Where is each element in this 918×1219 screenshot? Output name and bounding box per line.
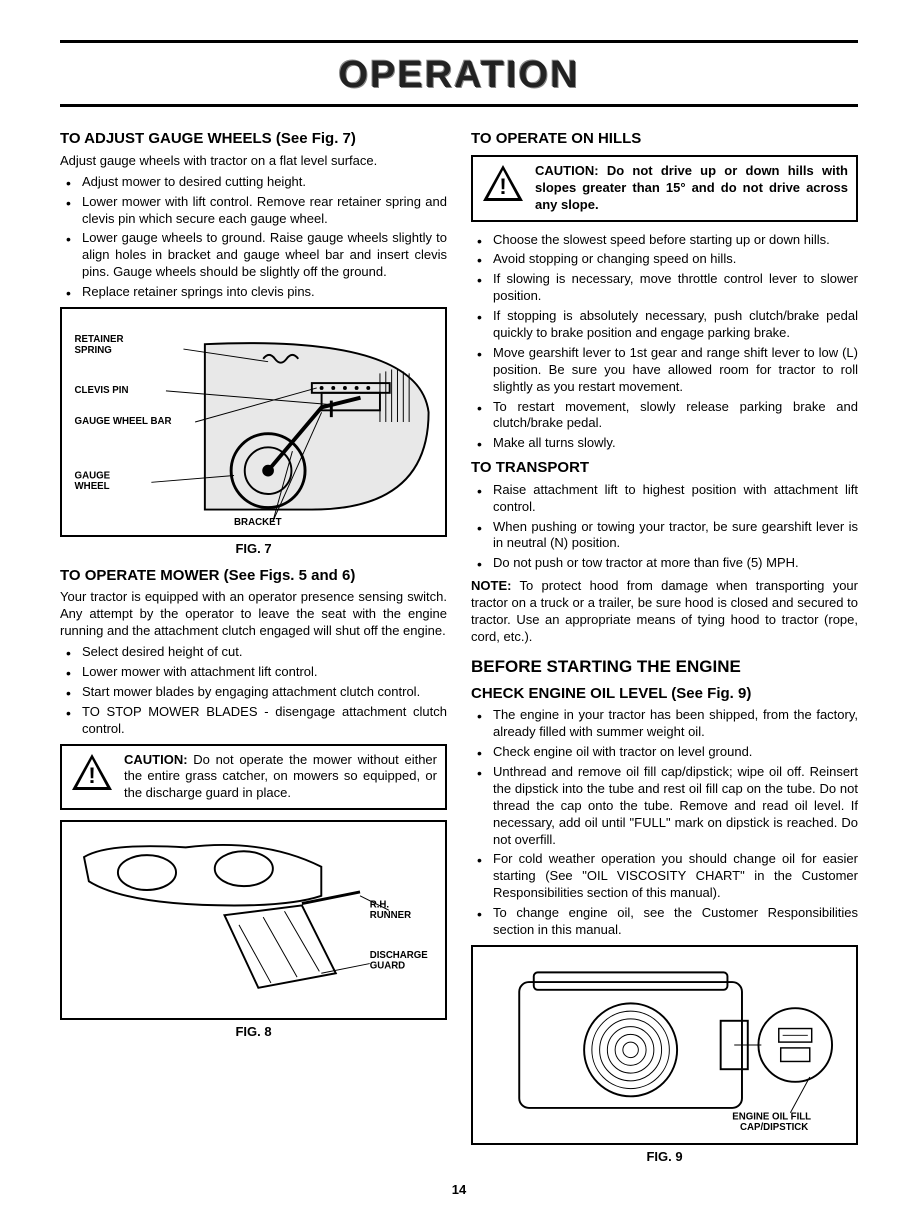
- list-item: Do not push or tow tractor at more than …: [471, 555, 858, 572]
- heading-transport: TO TRANSPORT: [471, 458, 858, 478]
- fig7-label-retainer: RETAINER SPRING: [75, 334, 127, 356]
- fig7-caption: FIG. 7: [60, 541, 447, 558]
- list-item: If slowing is necessary, move throttle c…: [471, 271, 858, 305]
- list-item: Lower gauge wheels to ground. Raise gaug…: [60, 230, 447, 281]
- mower-intro-text: Your tractor is equipped with an operato…: [60, 589, 447, 640]
- list-item: Choose the slowest speed before starting…: [471, 232, 858, 249]
- warning-icon: !: [70, 752, 114, 792]
- figure-8: R.H.RUNNER DISCHARGEGUARD: [60, 820, 447, 1020]
- heading-operate-mower: TO OPERATE MOWER (See Figs. 5 and 6): [60, 566, 447, 586]
- heading-before-engine: BEFORE STARTING THE ENGINE: [471, 656, 858, 678]
- svg-text:!: !: [499, 174, 506, 199]
- list-item: Select desired height of cut.: [60, 644, 447, 661]
- fig8-label-discharge: DISCHARGEGUARD: [370, 950, 429, 972]
- transport-bullets: Raise attachment lift to highest positio…: [471, 482, 858, 572]
- list-item: Lower mower with lift control. Remove re…: [60, 194, 447, 228]
- hills-bullets: Choose the slowest speed before starting…: [471, 232, 858, 453]
- gauge-bullets: Adjust mower to desired cutting height. …: [60, 174, 447, 301]
- fig7-label-bar: GAUGE WHEEL BAR: [75, 416, 172, 427]
- list-item: TO STOP MOWER BLADES - disengage attachm…: [60, 704, 447, 738]
- caution-text: CAUTION: Do not operate the mower withou…: [124, 752, 437, 803]
- svg-text:!: !: [88, 763, 95, 788]
- list-item: Avoid stopping or changing speed on hill…: [471, 251, 858, 268]
- fig7-label-clevis: CLEVIS PIN: [75, 385, 129, 396]
- left-column: TO ADJUST GAUGE WHEELS (See Fig. 7) Adju…: [60, 123, 447, 1173]
- list-item: To restart movement, slowly release park…: [471, 399, 858, 433]
- list-item: If stopping is absolutely necessary, pus…: [471, 308, 858, 342]
- fig9-label-dipstick: ENGINE OIL FILL CAP/DIPSTICK: [732, 1112, 814, 1134]
- list-item: Start mower blades by engaging attachmen…: [60, 684, 447, 701]
- caution-box-hills: ! CAUTION: Do not drive up or down hills…: [471, 155, 858, 222]
- fig8-caption: FIG. 8: [60, 1024, 447, 1041]
- fig7-label-wheel: GAUGEWHEEL: [75, 470, 111, 492]
- list-item: Raise attachment lift to highest positio…: [471, 482, 858, 516]
- content-columns: TO ADJUST GAUGE WHEELS (See Fig. 7) Adju…: [60, 123, 858, 1173]
- page-title: OPERATION: [60, 51, 858, 100]
- heading-hills: TO OPERATE ON HILLS: [471, 129, 858, 149]
- figure-7: RETAINER SPRING CLEVIS PIN GAUGE WHEEL B…: [60, 307, 447, 537]
- mower-bullets: Select desired height of cut. Lower mowe…: [60, 644, 447, 737]
- heading-check-oil: CHECK ENGINE OIL LEVEL (See Fig. 9): [471, 684, 858, 704]
- heading-gauge-wheels: TO ADJUST GAUGE WHEELS (See Fig. 7): [60, 129, 447, 149]
- list-item: Make all turns slowly.: [471, 435, 858, 452]
- list-item: Move gearshift lever to 1st gear and ran…: [471, 345, 858, 396]
- page-number: 14: [60, 1182, 858, 1199]
- list-item: Lower mower with attachment lift control…: [60, 664, 447, 681]
- list-item: To change engine oil, see the Customer R…: [471, 905, 858, 939]
- caution-text: CAUTION: Do not drive up or down hills w…: [535, 163, 848, 214]
- figure-9: ENGINE OIL FILL CAP/DIPSTICK: [471, 945, 858, 1145]
- list-item: Check engine oil with tractor on level g…: [471, 744, 858, 761]
- fig9-caption: FIG. 9: [471, 1149, 858, 1166]
- list-item: When pushing or towing your tractor, be …: [471, 519, 858, 553]
- caution-box-mower: ! CAUTION: Do not operate the mower with…: [60, 744, 447, 811]
- list-item: Unthread and remove oil fill cap/dipstic…: [471, 764, 858, 848]
- list-item: Replace retainer springs into clevis pin…: [60, 284, 447, 301]
- warning-icon: !: [481, 163, 525, 203]
- list-item: The engine in your tractor has been ship…: [471, 707, 858, 741]
- list-item: For cold weather operation you should ch…: [471, 851, 858, 902]
- right-column: TO OPERATE ON HILLS ! CAUTION: Do not dr…: [471, 123, 858, 1173]
- list-item: Adjust mower to desired cutting height.: [60, 174, 447, 191]
- fig7-label-bracket: BRACKET: [234, 517, 282, 528]
- check-bullets: The engine in your tractor has been ship…: [471, 707, 858, 939]
- transport-note: NOTE: To protect hood from damage when t…: [471, 578, 858, 646]
- fig8-label-runner: R.H.RUNNER: [370, 900, 411, 922]
- gauge-intro-text: Adjust gauge wheels with tractor on a fl…: [60, 153, 447, 170]
